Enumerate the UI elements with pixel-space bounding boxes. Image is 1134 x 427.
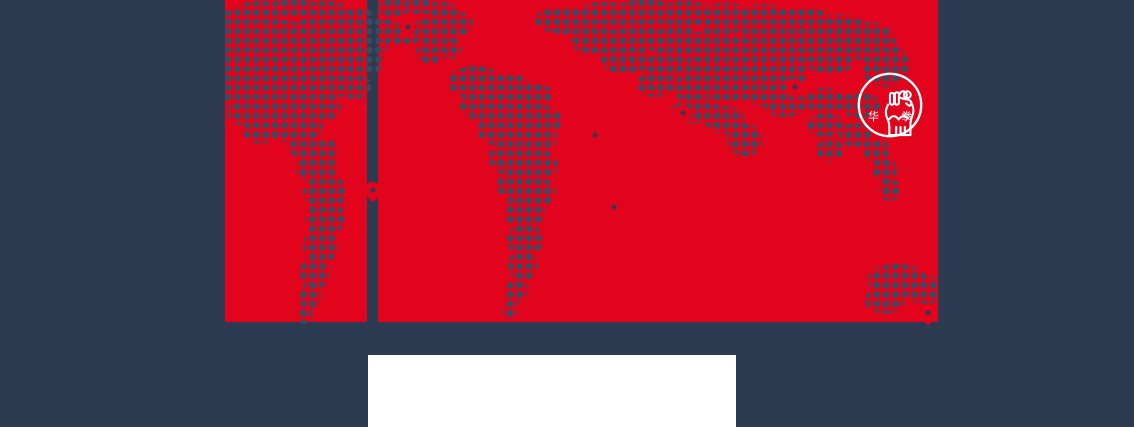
svg-text:拳: 拳 — [901, 109, 912, 123]
svg-text:华: 华 — [868, 109, 879, 123]
